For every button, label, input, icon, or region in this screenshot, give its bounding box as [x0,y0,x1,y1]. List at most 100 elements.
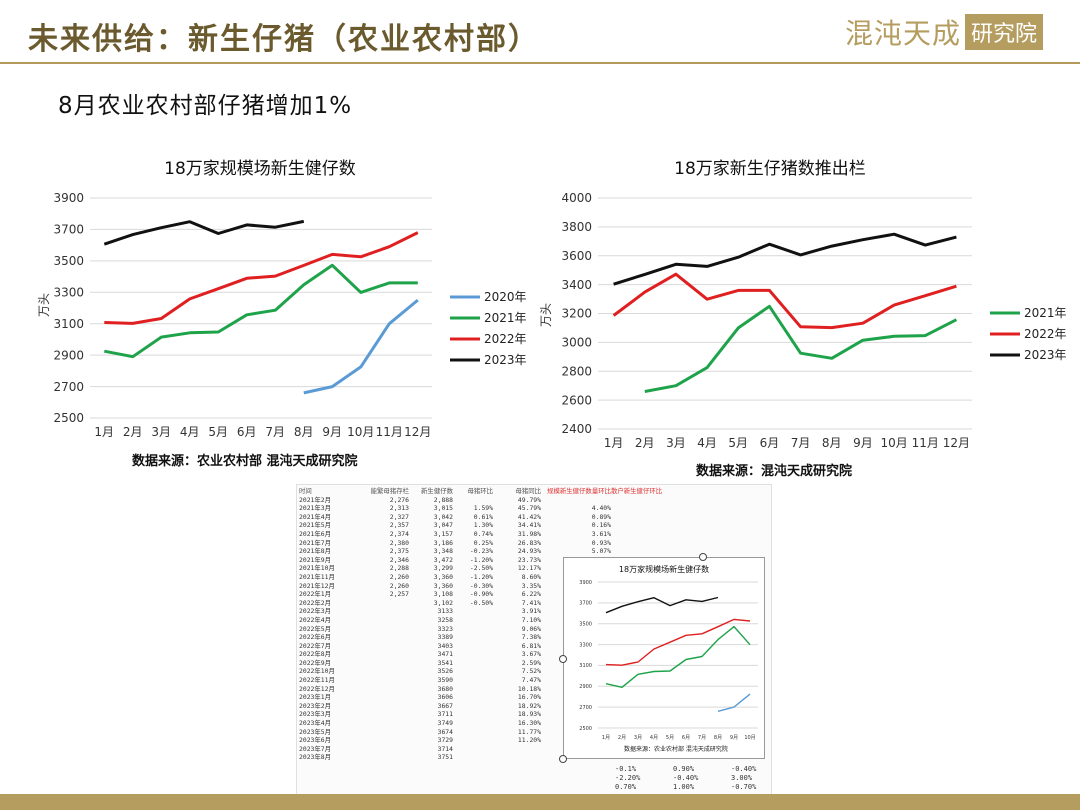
table-cell: 24.93% [517,547,541,556]
table-cell [611,539,751,548]
table-cell: 2022年10月 [299,667,335,676]
table-cell: -1.20% [469,572,493,581]
table-cell: 10.18% [517,684,541,693]
extra-cell: 0.70% [615,783,637,791]
table-cell [355,710,409,719]
table-cell: 2022年1月 [299,590,332,599]
legend-label: 2021年 [484,311,527,325]
table-cell: 3,472 [433,555,453,564]
x-tick-label: 11月 [912,436,939,450]
embedded-spreadsheet: 时间 能繁母猪存栏 新生健仔数 母猪环比 母猪同比 规模新生健仔数量环比 散户新生健仔环比 2… [296,484,772,798]
table-cell: 2021年3月 [299,504,332,513]
table-cell [355,607,409,616]
table-cell: -0.90% [469,590,493,599]
table-cell [355,625,409,634]
table-cell [453,667,493,676]
x-tick-label: 5月 [728,436,748,450]
x-tick-label: 2月 [123,425,143,439]
x-tick-label: 1月 [94,425,114,439]
table-cell: 3258 [437,615,453,624]
x-tick-label: 6月 [237,425,257,439]
table-cell [611,530,751,539]
y-tick-label: 3400 [561,278,592,292]
table-cell: 2,357 [389,521,409,530]
table-cell: 3606 [437,693,453,702]
x-tick-label: 8月 [822,436,842,450]
resize-handle-bottom-left[interactable] [559,755,567,763]
table-cell: 18.92% [517,701,541,710]
table-cell: -1.20% [469,555,493,564]
extra-cell: -0.1% [615,765,637,773]
table-header: 时间 能繁母猪存栏 新生健仔数 母猪环比 母猪同比 规模新生健仔数量环比 散户新生健仔环比 [299,487,751,496]
table-cell [355,719,409,728]
y-tick-label: 2500 [579,726,592,732]
inset-chart-source: 数据来源：农业农村部 混沌天成研究院 [624,746,728,753]
y-tick-label: 3600 [561,249,592,263]
table-cell: 3680 [437,684,453,693]
table-cell: 2022年11月 [299,676,335,685]
x-tick-label: 2月 [635,436,655,450]
table-cell: 2021年4月 [299,512,332,521]
legend-label: 2023年 [484,353,527,367]
y-tick-label: 3700 [579,601,592,607]
table-cell [493,753,541,762]
table-cell: 2,327 [389,512,409,521]
header-divider [0,62,1080,64]
table-cell [355,676,409,685]
table-cell [611,513,751,522]
table-cell: 1.30% [473,521,493,530]
table-cell: 2,888 [433,495,453,504]
table-cell: 2021年8月 [299,547,332,556]
table-row: 2021年6月 2,374 3,157 0.74% 31.98% 3.61% [299,530,751,539]
x-tick-label: 12月 [943,436,970,450]
x-tick-label: 4月 [180,425,200,439]
resize-handle-top[interactable] [699,553,707,561]
table-cell [355,659,409,668]
table-cell: 0.25% [473,538,493,547]
chart-source: 数据来源：混沌天成研究院 [696,464,853,479]
extra-cell: 3.00% [731,774,753,782]
table-cell: 2021年10月 [299,564,335,573]
table-cell: 49.79% [517,495,541,504]
table-cell: 0.93% [591,538,611,547]
table-row: 2021年8月 2,375 3,348 -0.23% 24.93% 5.07% [299,547,751,556]
table-cell: 16.70% [517,693,541,702]
series-line [613,232,957,286]
table-cell: 3,360 [433,581,453,590]
y-tick-label: 4000 [561,191,592,205]
footer-bar [0,794,1080,810]
table-cell [355,616,409,625]
x-tick-label: 3月 [151,425,171,439]
table-cell: 45.79% [517,504,541,513]
table-cell: 4.40% [591,504,611,513]
table-cell: 2022年2月 [299,598,332,607]
x-tick-label: 7月 [791,436,811,450]
inset-chart-title: 18万家规模场新生健仔数 [618,565,710,574]
table-cell: 2,260 [389,581,409,590]
y-tick-label: 3200 [561,307,592,321]
x-tick-label: 8月 [294,425,314,439]
chart-piglets-to-market: 18万家新生仔猪数推出栏 2400 2600 2800 3000 3200 3400 360… [540,150,1080,480]
table-cell: 1.59% [473,504,493,513]
table-cell [355,736,409,745]
table-cell: 3,186 [433,538,453,547]
table-cell: 2023年8月 [299,753,332,762]
resize-handle-left[interactable] [559,655,567,663]
table-cell: 3471 [437,650,453,659]
inset-chart: 18万家规模场新生健仔数 2500 2700 2900 3100 3300 3500 370… [563,557,765,759]
x-tick-label: 7月 [265,425,285,439]
table-cell: 3729 [437,736,453,745]
table-cell: 11.20% [517,736,541,745]
table-cell: 2021年12月 [299,581,335,590]
table-cell: 41.42% [517,512,541,521]
table-cell: 2021年2月 [299,495,332,504]
extra-cell: -0.70% [731,783,757,791]
table-cell [453,736,493,745]
table-cell: 2021年7月 [299,538,332,547]
table-cell [355,633,409,642]
table-cell: 2,374 [389,529,409,538]
y-tick-label: 3100 [53,317,84,331]
table-cell: 3.35% [521,581,541,590]
table-cell [611,504,751,513]
y-axis-label: 万头 [540,303,553,327]
